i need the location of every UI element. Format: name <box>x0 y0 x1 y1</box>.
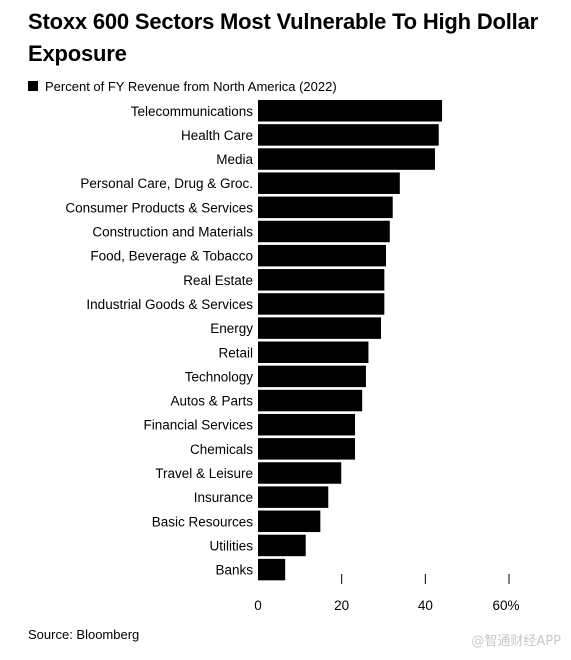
category-label: Banks <box>215 563 253 578</box>
bar <box>258 462 342 484</box>
bar-chart: Telecommunications Health Care Media Person… <box>65 100 520 613</box>
category-label: Utilities <box>209 538 253 553</box>
category-label: Construction and Materials <box>92 225 253 240</box>
bar <box>258 269 385 291</box>
bar <box>258 365 366 388</box>
category-label: Consumer Products & Services <box>65 200 253 215</box>
bar <box>258 438 356 460</box>
watermark: @智通财经APP <box>471 634 561 649</box>
bar <box>258 244 387 267</box>
category-label: Basic Resources <box>152 514 254 529</box>
category-label: Financial Services <box>143 418 253 433</box>
category-label: Health Care <box>181 128 253 143</box>
category-label: Food, Beverage & Tobacco <box>90 249 253 264</box>
bar <box>258 196 393 219</box>
bar <box>258 220 390 243</box>
bar <box>258 317 381 339</box>
category-label: Industrial Goods & Services <box>86 297 253 312</box>
category-label: Chemicals <box>190 442 253 457</box>
legend-label: Percent of FY Revenue from North America… <box>45 78 337 94</box>
bar <box>258 534 306 557</box>
bar <box>258 558 286 581</box>
category-label: Telecommunications <box>131 104 254 119</box>
category-label: Retail <box>218 345 253 360</box>
category-label: Energy <box>210 321 253 336</box>
category-label: Personal Care, Drug & Groc. <box>80 176 253 191</box>
bar <box>258 124 439 146</box>
bar <box>258 172 400 194</box>
x-tick-label: 60% <box>492 598 519 613</box>
bar <box>258 510 321 533</box>
category-label: Technology <box>185 369 254 384</box>
bar <box>258 413 356 436</box>
bar <box>258 148 435 170</box>
chart-title: Stoxx 600 Sectors Most Vulnerable To Hig… <box>28 9 538 66</box>
category-label: Media <box>216 152 253 167</box>
legend: Percent of FY Revenue from North America… <box>28 77 337 95</box>
x-tick-label: 20 <box>334 598 349 613</box>
x-tick-label: 0 <box>254 598 262 613</box>
bar <box>258 486 329 508</box>
source-note: Source: Bloomberg <box>28 627 140 642</box>
bar <box>258 341 369 363</box>
legend-swatch <box>28 81 38 91</box>
category-label: Travel & Leisure <box>155 466 253 481</box>
category-label: Insurance <box>194 490 253 505</box>
bar <box>258 100 443 122</box>
x-tick-label: 40 <box>418 598 433 613</box>
category-label: Real Estate <box>183 273 253 288</box>
bar <box>258 293 385 315</box>
category-label: Autos & Parts <box>170 394 253 409</box>
bar <box>258 389 363 412</box>
